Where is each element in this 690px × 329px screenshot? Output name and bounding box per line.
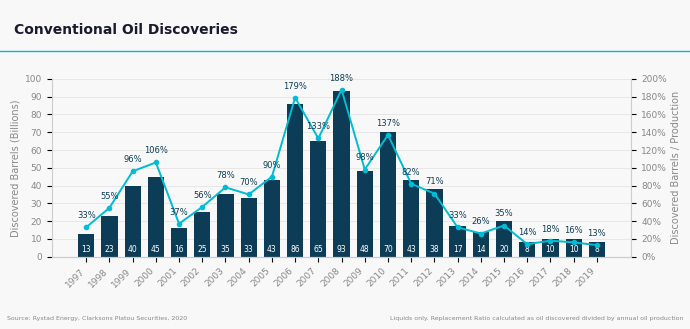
Text: 13%: 13% <box>588 229 607 238</box>
Text: 14: 14 <box>476 245 486 255</box>
Bar <box>171 228 187 257</box>
Bar <box>241 198 257 257</box>
Text: 43: 43 <box>267 245 277 255</box>
Text: 40: 40 <box>128 245 137 255</box>
Bar <box>519 242 535 257</box>
Bar <box>148 177 164 257</box>
Text: 55%: 55% <box>100 192 119 201</box>
Text: 86: 86 <box>290 245 300 255</box>
Bar <box>101 216 117 257</box>
Text: 35%: 35% <box>495 210 513 218</box>
Text: 16%: 16% <box>564 226 583 235</box>
Bar <box>589 242 605 257</box>
Bar <box>566 239 582 257</box>
Text: 25: 25 <box>197 245 207 255</box>
Text: 137%: 137% <box>376 119 400 128</box>
Text: 56%: 56% <box>193 191 212 200</box>
Y-axis label: Discovered Barrels / Production: Discovered Barrels / Production <box>671 91 681 244</box>
Bar <box>473 232 489 257</box>
Bar <box>380 132 396 257</box>
Text: 10: 10 <box>569 245 578 255</box>
Text: Liquids only. Replacement Ratio calculated as oil discovered divided by annual o: Liquids only. Replacement Ratio calculat… <box>390 316 683 321</box>
Text: 65: 65 <box>313 245 323 255</box>
Text: 48: 48 <box>360 245 370 255</box>
Text: 38: 38 <box>430 245 440 255</box>
Text: 20: 20 <box>500 245 509 255</box>
Text: 43: 43 <box>406 245 416 255</box>
Text: 188%: 188% <box>330 73 353 83</box>
Text: 96%: 96% <box>124 155 142 164</box>
Text: 78%: 78% <box>216 171 235 180</box>
Text: 45: 45 <box>151 245 161 255</box>
Text: 98%: 98% <box>355 153 374 163</box>
Text: 26%: 26% <box>471 217 490 226</box>
Bar <box>403 180 420 257</box>
Text: 90%: 90% <box>263 161 281 169</box>
Text: 82%: 82% <box>402 168 420 177</box>
Bar <box>194 212 210 257</box>
Bar <box>217 194 234 257</box>
Y-axis label: Discovered Barrels (Billions): Discovered Barrels (Billions) <box>10 99 21 237</box>
Text: 8: 8 <box>525 245 530 255</box>
Text: 17: 17 <box>453 245 462 255</box>
Text: 23: 23 <box>105 245 115 255</box>
Text: 106%: 106% <box>144 146 168 155</box>
Text: 8: 8 <box>595 245 599 255</box>
Bar <box>542 239 559 257</box>
Bar <box>124 186 141 257</box>
Text: 14%: 14% <box>518 228 537 237</box>
Text: 33%: 33% <box>448 211 467 220</box>
Text: 133%: 133% <box>306 122 331 131</box>
Bar <box>310 141 326 257</box>
Text: 33: 33 <box>244 245 254 255</box>
Text: 71%: 71% <box>425 177 444 187</box>
Bar <box>357 171 373 257</box>
Text: 70: 70 <box>383 245 393 255</box>
Text: Conventional Oil Discoveries: Conventional Oil Discoveries <box>14 23 237 37</box>
Bar <box>449 226 466 257</box>
Text: 70%: 70% <box>239 178 258 187</box>
Bar <box>78 234 95 257</box>
Bar <box>287 104 303 257</box>
Text: 33%: 33% <box>77 211 96 220</box>
Text: 37%: 37% <box>170 208 188 217</box>
Text: 18%: 18% <box>541 224 560 234</box>
Text: 179%: 179% <box>283 82 307 90</box>
Text: 16: 16 <box>175 245 184 255</box>
Text: Source: Rystad Energy, Clarksons Platou Securities, 2020: Source: Rystad Energy, Clarksons Platou … <box>7 316 187 321</box>
Bar <box>426 189 442 257</box>
Bar <box>333 91 350 257</box>
Text: 35: 35 <box>221 245 230 255</box>
Text: 93: 93 <box>337 245 346 255</box>
Text: 10: 10 <box>546 245 555 255</box>
Text: 13: 13 <box>81 245 91 255</box>
Bar <box>264 180 280 257</box>
Bar <box>496 221 512 257</box>
